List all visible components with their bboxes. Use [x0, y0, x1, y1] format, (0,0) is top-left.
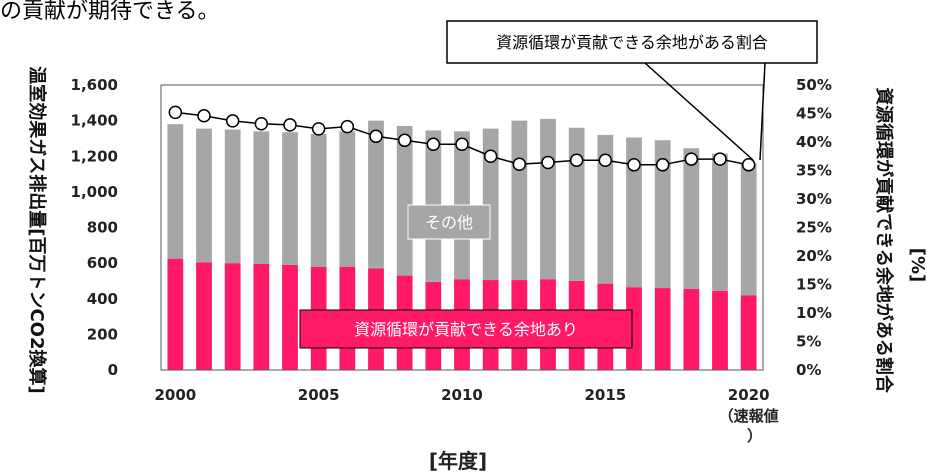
x-tick-2000: 2000 [154, 386, 196, 404]
y-tick-right-5: 25% [796, 219, 832, 237]
y-tick-right-7: 35% [796, 162, 832, 180]
bar-contrib-2004 [282, 264, 298, 370]
bar-other-2012 [511, 120, 528, 281]
y-tick-right-0: 0% [796, 361, 821, 379]
bar-other-2002 [224, 129, 241, 264]
ratio-point-2007 [369, 129, 383, 144]
bar-other-2008 [396, 125, 413, 276]
x-tick-note-1: （速報値 [719, 407, 779, 425]
y-tick-left-2: 400 [87, 290, 118, 308]
callout-box [446, 20, 818, 64]
y-tick-left-4: 800 [87, 219, 118, 237]
bar-other-2015 [597, 134, 614, 284]
ratio-point-2008 [397, 133, 412, 148]
y-axis-label-left: 温室効果ガス排出量[百万トンCO2換算] [26, 66, 48, 394]
callout-line-1 [644, 62, 754, 161]
bar-other-2013 [540, 118, 556, 280]
ratio-point-2001 [197, 109, 211, 123]
y-tick-right-2: 10% [796, 304, 832, 322]
ratio-point-2002 [225, 114, 240, 128]
y-tick-left-1: 200 [87, 325, 118, 343]
bar-contrib-2000 [167, 258, 184, 370]
bar-contrib-2017 [654, 288, 671, 370]
ratio-point-2019 [713, 152, 727, 166]
ratio-point-2003 [254, 117, 269, 131]
y-axis-label-right: 資源循環が貢献できる余地がある割合 [873, 87, 895, 394]
ratio-line [168, 105, 756, 172]
other-label: その他 [425, 213, 473, 232]
bar-other-2020 [740, 163, 757, 296]
top-text: の貢献が期待できる。 [0, 0, 220, 24]
bar-other-2014 [568, 127, 585, 281]
left-tick-labels: 0 200 400 600 800 1,000 1,200 1,400 1,600 [71, 76, 118, 379]
y-tick-right-1: 5% [796, 333, 821, 351]
y-tick-right-4: 20% [796, 247, 832, 265]
bar-other-2001 [196, 128, 212, 263]
callout-line-2 [759, 62, 766, 161]
bar-other-2007 [368, 120, 384, 269]
x-tick-note-2: ） [747, 427, 762, 445]
x-axis-label: [年度] [429, 449, 487, 473]
bar-contrib-2001 [196, 262, 212, 370]
bar-other-2004 [282, 132, 298, 265]
ratio-point-2015 [598, 153, 613, 167]
right-tick-labels: 0% 5% 10% 15% 20% 25% 30% 35% 40% 45% 50% [796, 76, 832, 379]
bar-other-2017 [654, 140, 671, 289]
ratio-point-2018 [684, 152, 699, 166]
bar-contrib-2002 [224, 263, 241, 370]
bar-other-2018 [683, 148, 700, 289]
ratio-point-2010 [455, 137, 469, 152]
ratio-point-2016 [627, 158, 641, 172]
ratio-point-2013 [541, 155, 555, 170]
bar-contrib-2016 [626, 287, 642, 370]
ratio-point-2014 [569, 153, 584, 167]
y-axis-label-right-unit: [%] [907, 248, 928, 283]
y-tick-right-6: 30% [796, 190, 832, 208]
bar-other-2016 [626, 137, 642, 288]
y-tick-left-3: 600 [87, 254, 118, 272]
y-tick-left-8: 1,600 [71, 76, 118, 94]
x-tick-2020: 2020 [728, 386, 770, 404]
y-tick-left-5: 1,000 [71, 183, 118, 201]
bar-contrib-2018 [683, 288, 700, 370]
y-tick-right-8: 40% [796, 133, 832, 151]
bar-contrib-2003 [253, 264, 270, 370]
ratio-point-2006 [340, 119, 355, 134]
bar-other-2019 [712, 153, 728, 291]
ratio-point-2020 [741, 158, 756, 172]
ratio-point-2012 [512, 157, 527, 171]
y-tick-right-10: 50% [796, 76, 832, 94]
contrib-label: 資源循環が貢献できる余地あり [354, 320, 578, 339]
ratio-point-2004 [283, 118, 297, 132]
x-tick-2005: 2005 [298, 386, 340, 404]
bar-other-2006 [339, 131, 356, 267]
contrib-label-box [299, 309, 633, 349]
x-tick-2010: 2010 [441, 386, 483, 404]
ratio-point-2011 [483, 149, 498, 163]
y-tick-right-3: 15% [796, 276, 832, 294]
plot-area-frame [160, 84, 764, 371]
bar-other-2003 [253, 131, 270, 265]
bar-other-2011 [482, 128, 499, 281]
bar-other-2000 [167, 124, 184, 259]
bar-other-2005 [310, 133, 327, 267]
other-label-box [407, 204, 491, 240]
x-tick-2015: 2015 [584, 386, 626, 404]
bar-contrib-2020 [740, 295, 757, 370]
ratio-point-2009 [426, 137, 441, 152]
y-tick-right-9: 45% [796, 105, 832, 123]
ratio-point-2005 [311, 122, 326, 136]
y-tick-left-0: 0 [108, 361, 118, 379]
y-tick-left-7: 1,400 [71, 112, 118, 130]
ratio-point-2000 [168, 105, 183, 120]
x-tick-labels: 2000 2005 2010 2015 2020 （速報値 ） [154, 386, 778, 445]
y-tick-left-6: 1,200 [71, 147, 118, 165]
bar-contrib-2019 [712, 290, 728, 370]
ratio-point-2017 [655, 158, 670, 172]
callout-text: 資源循環が貢献できる余地がある割合 [496, 33, 768, 52]
